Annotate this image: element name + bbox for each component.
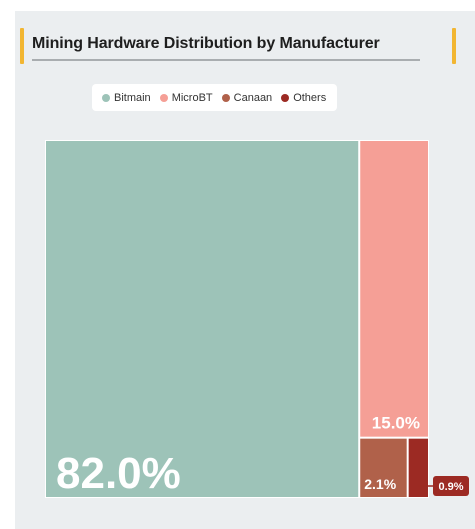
treemap-label-others: 0.9% xyxy=(438,481,463,493)
legend-label-canaan: Canaan xyxy=(233,91,273,104)
treemap-label-microbt: 15.0% xyxy=(372,414,420,433)
legend-label-microbt: MicroBT xyxy=(171,91,213,104)
treemap-callout-badge-others xyxy=(433,476,469,496)
treemap-label-canaan: 2.1% xyxy=(364,476,396,492)
legend-swatch-canaan xyxy=(221,93,230,102)
legend-swatch-others xyxy=(281,93,290,102)
chart-title: Mining Hardware Distribution by Manufact… xyxy=(32,35,380,52)
title-underline xyxy=(32,59,420,61)
treemap-cell-canaan[interactable] xyxy=(360,438,407,497)
legend-item-bitmain[interactable]: Bitmain xyxy=(102,92,151,104)
treemap-cell-others[interactable] xyxy=(408,438,428,497)
legend-item-others[interactable]: Others xyxy=(281,92,326,104)
legend-swatch-microbt xyxy=(159,93,168,102)
legend-item-canaan[interactable]: Canaan xyxy=(221,91,273,104)
legend-label-others: Others xyxy=(293,91,327,104)
chart-legend: Bitmain MicroBT Canaan Others xyxy=(92,84,338,111)
legend-item-microbt[interactable]: MicroBT xyxy=(159,91,213,104)
legend-swatch-bitmain xyxy=(102,93,110,102)
title-accent-bar xyxy=(20,28,24,64)
treemap-cell-bitmain[interactable] xyxy=(46,141,359,497)
treemap-label-bitmain: 82.0% xyxy=(56,449,181,498)
title-accent-bar-right xyxy=(452,28,456,64)
legend-label-bitmain: Bitmain xyxy=(114,91,151,104)
treemap-cell-microbt[interactable] xyxy=(360,141,428,437)
